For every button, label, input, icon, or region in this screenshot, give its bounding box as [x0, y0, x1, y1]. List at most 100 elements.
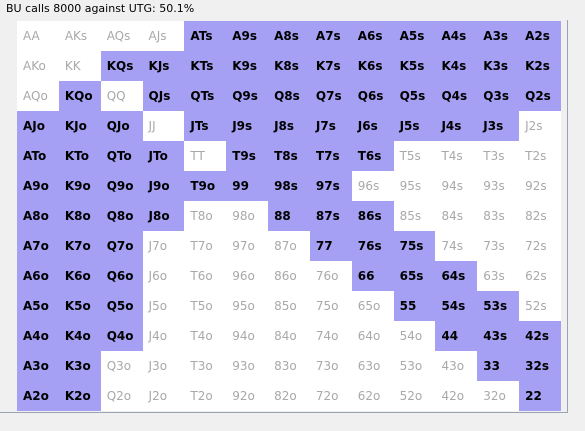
hand-cell-a7s[interactable]: A7s: [309, 21, 352, 51]
hand-cell-85s[interactable]: 85s: [393, 201, 436, 231]
hand-cell-33[interactable]: 33: [477, 351, 520, 381]
hand-cell-63o[interactable]: 63o: [351, 351, 394, 381]
hand-cell-64o[interactable]: 64o: [351, 321, 394, 351]
hand-cell-54s[interactable]: 54s: [435, 291, 478, 321]
hand-cell-84s[interactable]: 84s: [435, 201, 478, 231]
hand-cell-t9o[interactable]: T9o: [184, 171, 227, 201]
hand-cell-a6s[interactable]: A6s: [351, 21, 394, 51]
hand-cell-t9s[interactable]: T9s: [226, 141, 269, 171]
hand-cell-j6o[interactable]: J6o: [142, 261, 185, 291]
hand-cell-j3s[interactable]: J3s: [477, 111, 520, 141]
hand-cell-66[interactable]: 66: [351, 261, 394, 291]
hand-cell-qq[interactable]: QQ: [100, 81, 143, 111]
hand-cell-k3o[interactable]: K3o: [58, 351, 101, 381]
hand-cell-q6o[interactable]: Q6o: [100, 261, 143, 291]
hand-cell-96s[interactable]: 96s: [351, 171, 394, 201]
hand-cell-86o[interactable]: 86o: [268, 261, 310, 291]
hand-cell-q2s[interactable]: Q2s: [519, 81, 561, 111]
hand-cell-aqs[interactable]: AQs: [100, 21, 143, 51]
hand-cell-j6s[interactable]: J6s: [351, 111, 394, 141]
hand-cell-52o[interactable]: 52o: [393, 381, 436, 411]
hand-cell-75s[interactable]: 75s: [393, 231, 436, 261]
hand-cell-a5s[interactable]: A5s: [393, 21, 436, 51]
hand-cell-q7o[interactable]: Q7o: [100, 231, 143, 261]
hand-cell-32o[interactable]: 32o: [477, 381, 520, 411]
hand-cell-t8s[interactable]: T8s: [268, 141, 310, 171]
hand-cell-92o[interactable]: 92o: [226, 381, 269, 411]
hand-cell-82o[interactable]: 82o: [268, 381, 310, 411]
hand-cell-k5s[interactable]: K5s: [393, 51, 436, 81]
hand-cell-q3s[interactable]: Q3s: [477, 81, 520, 111]
hand-cell-t4o[interactable]: T4o: [184, 321, 227, 351]
hand-cell-32s[interactable]: 32s: [519, 351, 561, 381]
hand-cell-j4s[interactable]: J4s: [435, 111, 478, 141]
hand-cell-97o[interactable]: 97o: [226, 231, 269, 261]
hand-cell-82s[interactable]: 82s: [519, 201, 561, 231]
hand-cell-t8o[interactable]: T8o: [184, 201, 227, 231]
hand-cell-88[interactable]: 88: [268, 201, 310, 231]
hand-cell-t5o[interactable]: T5o: [184, 291, 227, 321]
hand-cell-k7s[interactable]: K7s: [309, 51, 352, 81]
hand-cell-83s[interactable]: 83s: [477, 201, 520, 231]
hand-cell-43s[interactable]: 43s: [477, 321, 520, 351]
hand-cell-q9o[interactable]: Q9o: [100, 171, 143, 201]
hand-cell-a6o[interactable]: A6o: [17, 261, 59, 291]
hand-cell-86s[interactable]: 86s: [351, 201, 394, 231]
hand-cell-98s[interactable]: 98s: [268, 171, 310, 201]
hand-cell-k2o[interactable]: K2o: [58, 381, 101, 411]
hand-cell-a9s[interactable]: A9s: [226, 21, 269, 51]
hand-cell-k7o[interactable]: K7o: [58, 231, 101, 261]
hand-cell-j2s[interactable]: J2s: [519, 111, 561, 141]
hand-cell-62s[interactable]: 62s: [519, 261, 561, 291]
hand-cell-aqo[interactable]: AQo: [17, 81, 59, 111]
hand-cell-t2o[interactable]: T2o: [184, 381, 227, 411]
hand-cell-kk[interactable]: KK: [58, 51, 101, 81]
hand-cell-92s[interactable]: 92s: [519, 171, 561, 201]
hand-cell-93o[interactable]: 93o: [226, 351, 269, 381]
hand-cell-k8s[interactable]: K8s: [268, 51, 310, 81]
hand-cell-k6s[interactable]: K6s: [351, 51, 394, 81]
hand-cell-aa[interactable]: AA: [17, 21, 59, 51]
hand-cell-j8s[interactable]: J8s: [268, 111, 310, 141]
hand-cell-73o[interactable]: 73o: [309, 351, 352, 381]
hand-cell-k3s[interactable]: K3s: [477, 51, 520, 81]
hand-cell-j3o[interactable]: J3o: [142, 351, 185, 381]
hand-cell-65o[interactable]: 65o: [351, 291, 394, 321]
hand-cell-87s[interactable]: 87s: [309, 201, 352, 231]
hand-cell-kjo[interactable]: KJo: [58, 111, 101, 141]
hand-cell-q5o[interactable]: Q5o: [100, 291, 143, 321]
hand-cell-99[interactable]: 99: [226, 171, 269, 201]
hand-cell-98o[interactable]: 98o: [226, 201, 269, 231]
hand-cell-kqo[interactable]: KQo: [58, 81, 101, 111]
hand-cell-52s[interactable]: 52s: [519, 291, 561, 321]
hand-cell-ajs[interactable]: AJs: [142, 21, 185, 51]
hand-cell-a8o[interactable]: A8o: [17, 201, 59, 231]
hand-cell-87o[interactable]: 87o: [268, 231, 310, 261]
hand-cell-j7o[interactable]: J7o: [142, 231, 185, 261]
hand-cell-q6s[interactable]: Q6s: [351, 81, 394, 111]
hand-cell-ako[interactable]: AKo: [17, 51, 59, 81]
hand-cell-ajo[interactable]: AJo: [17, 111, 59, 141]
hand-cell-84o[interactable]: 84o: [268, 321, 310, 351]
hand-cell-k9o[interactable]: K9o: [58, 171, 101, 201]
hand-cell-97s[interactable]: 97s: [309, 171, 352, 201]
hand-cell-q7s[interactable]: Q7s: [309, 81, 352, 111]
hand-cell-qts[interactable]: QTs: [184, 81, 227, 111]
hand-cell-43o[interactable]: 43o: [435, 351, 478, 381]
hand-cell-95o[interactable]: 95o: [226, 291, 269, 321]
hand-cell-kqs[interactable]: KQs: [100, 51, 143, 81]
hand-cell-95s[interactable]: 95s: [393, 171, 436, 201]
hand-cell-74o[interactable]: 74o: [309, 321, 352, 351]
hand-cell-q8s[interactable]: Q8s: [268, 81, 310, 111]
hand-cell-42o[interactable]: 42o: [435, 381, 478, 411]
hand-cell-54o[interactable]: 54o: [393, 321, 436, 351]
hand-cell-85o[interactable]: 85o: [268, 291, 310, 321]
hand-cell-k4o[interactable]: K4o: [58, 321, 101, 351]
hand-cell-93s[interactable]: 93s: [477, 171, 520, 201]
hand-cell-72o[interactable]: 72o: [309, 381, 352, 411]
hand-cell-k5o[interactable]: K5o: [58, 291, 101, 321]
hand-cell-j7s[interactable]: J7s: [309, 111, 352, 141]
hand-cell-j8o[interactable]: J8o: [142, 201, 185, 231]
hand-cell-a8s[interactable]: A8s: [268, 21, 310, 51]
hand-cell-a4o[interactable]: A4o: [17, 321, 59, 351]
